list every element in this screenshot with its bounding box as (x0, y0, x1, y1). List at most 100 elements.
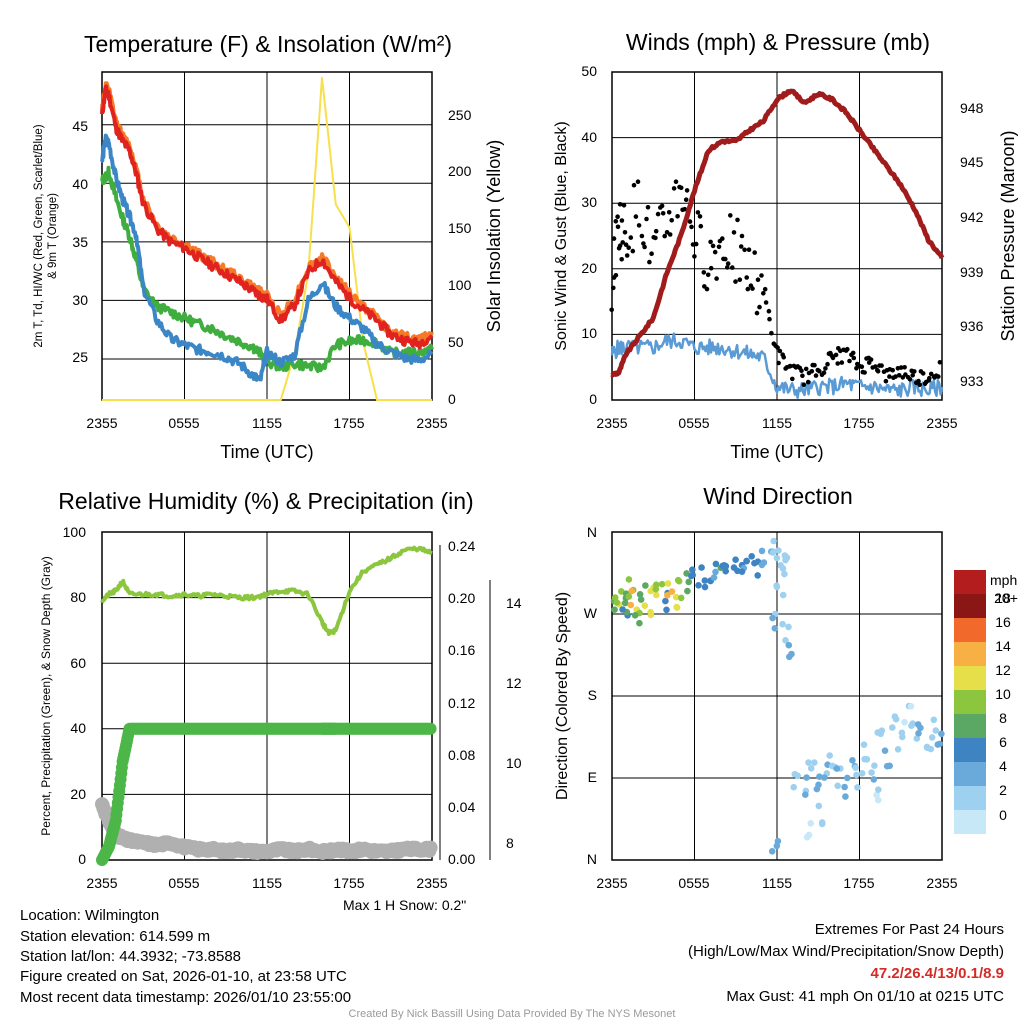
gust-point (725, 261, 731, 266)
direction-point (770, 537, 777, 545)
wind-ylabel-left: Sonic Wind & Gust (Blue, Black) (553, 121, 570, 350)
gust-point (644, 216, 649, 222)
wind-rtick-939: 939 (960, 264, 984, 280)
gust-point (633, 214, 639, 219)
gust-point (728, 213, 733, 218)
gust-point (649, 251, 654, 256)
gust-point (617, 202, 623, 207)
dir-x-ticks: 2355 0555 1155 1755 2355 (596, 875, 957, 891)
gust-point (678, 185, 684, 191)
dir-left-ticks: N E S W N (584, 524, 598, 867)
legend-swatch (954, 666, 986, 690)
direction-point (821, 774, 828, 781)
gust-point (898, 365, 904, 370)
gust-point (812, 362, 817, 368)
gust-point (705, 272, 711, 278)
direction-point (627, 601, 635, 609)
gust-point (697, 214, 703, 219)
direction-point (674, 576, 682, 584)
direction-point (618, 588, 625, 595)
gust-point (817, 368, 822, 374)
gust-point (902, 365, 907, 370)
extremes-title: Extremes For Past 24 Hours (814, 921, 1004, 938)
pressure-line (610, 88, 945, 378)
gust-point (720, 236, 725, 241)
direction-point (930, 716, 938, 724)
gust-point (620, 240, 625, 245)
direction-point (768, 848, 776, 855)
gust-point (800, 373, 805, 379)
gust-point (761, 291, 766, 296)
wind-ytick-30: 30 (581, 194, 597, 210)
gust-point (875, 369, 881, 374)
gust-point (777, 348, 783, 354)
temp-x-ticks: 2355 0555 1155 1755 2355 (86, 415, 447, 431)
temp-xlabel: Time (UTC) (220, 442, 313, 462)
direction-point (781, 552, 789, 559)
wind-ytick-0: 0 (589, 391, 597, 407)
dir-ytick-w: W (584, 605, 598, 621)
precip-ticks: 0.00 0.04 0.08 0.12 0.16 0.20 0.24 (448, 538, 475, 867)
direction-point (791, 770, 799, 778)
direction-point (874, 796, 882, 804)
dir-ytick-e: E (588, 769, 597, 785)
gust-point (862, 370, 867, 375)
gust-point (714, 276, 719, 281)
direction-point (628, 587, 635, 595)
gust-point (628, 235, 634, 240)
info-location: Location: Wilmington (20, 907, 160, 924)
precip-tick-0: 0.00 (448, 851, 475, 867)
direction-point (842, 793, 849, 800)
direction-point (662, 597, 669, 605)
gust-point (667, 232, 673, 237)
gust-point (725, 265, 730, 270)
gust-point (854, 366, 859, 371)
rh-ytick-60: 60 (70, 655, 86, 671)
gust-point (920, 371, 926, 376)
temperature-panel: Temperature (F) & Insolation (W/m²) 25 3… (33, 31, 504, 462)
wind-ytick-40: 40 (581, 129, 597, 145)
gust-point (621, 203, 627, 208)
dir-ytick-s: S (588, 687, 597, 703)
dir-xtick-1: 2355 (596, 875, 627, 891)
gust-point (684, 188, 690, 193)
direction-point (754, 572, 761, 579)
direction-point (908, 722, 915, 729)
wind-x-ticks: 2355 0555 1155 1755 2355 (596, 415, 957, 431)
legend-label-12: 12 (995, 662, 1011, 678)
direction-point (938, 730, 945, 738)
direction-point (841, 783, 848, 791)
temp-xtick-2: 0555 (168, 415, 199, 431)
direction-point (915, 730, 922, 737)
legend-swatch-top (954, 594, 986, 618)
direction-point (875, 786, 882, 793)
direction-point (625, 576, 633, 583)
direction-point (698, 564, 705, 571)
gust-point (823, 366, 828, 371)
precip-tick-5: 0.20 (448, 590, 475, 606)
direction-point (722, 562, 730, 570)
direction-point (917, 724, 924, 732)
gust-point (673, 179, 679, 184)
direction-point (631, 612, 639, 619)
temp-ylabel-line2: & 9m T (Orange) (47, 193, 59, 279)
gust-point (883, 378, 889, 384)
direction-point (773, 582, 780, 589)
direction-point (730, 564, 738, 571)
direction-point (710, 574, 718, 581)
direction-point (625, 593, 633, 600)
gust-point (744, 275, 749, 280)
dir-xtick-4: 1755 (843, 875, 874, 891)
gust-point (759, 273, 764, 278)
gust-point (745, 286, 751, 292)
gust-point (809, 369, 815, 374)
legend-swatch (954, 738, 986, 762)
legend-swatch (954, 690, 986, 714)
direction-point (807, 820, 814, 827)
direction-point (712, 560, 720, 568)
direction-point (701, 577, 709, 584)
direction-point (743, 557, 750, 565)
dir-xtick-5: 2355 (926, 875, 957, 891)
legend-swatch (954, 810, 986, 834)
gust-point (735, 217, 740, 223)
